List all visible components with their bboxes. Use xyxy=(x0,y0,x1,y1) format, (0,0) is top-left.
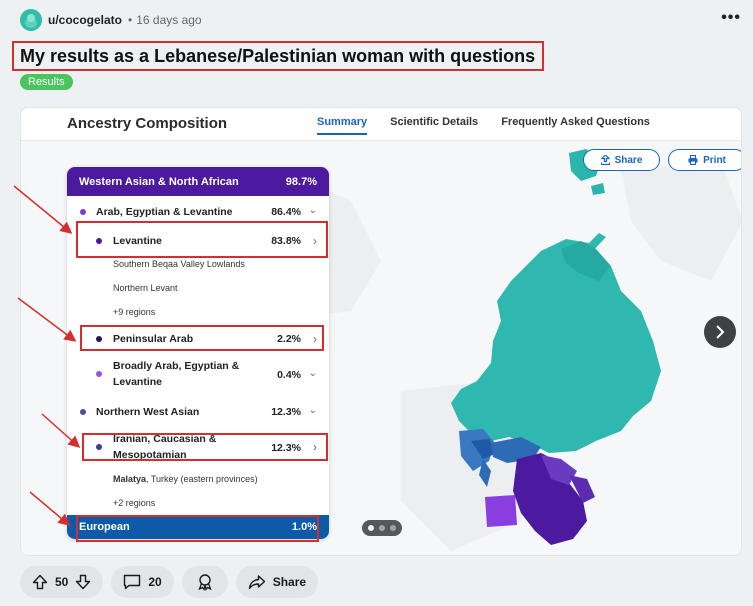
comment-icon xyxy=(124,574,141,590)
ellipsis-icon[interactable]: ••• xyxy=(721,9,741,26)
printer-icon xyxy=(688,155,698,165)
carousel-dots[interactable] xyxy=(362,520,402,536)
ancestry-breakdown-panel: Western Asian & North African 98.7% Arab… xyxy=(67,167,329,539)
region-label: European xyxy=(79,521,130,533)
vote-count: 50 xyxy=(55,575,69,589)
avatar[interactable] xyxy=(20,9,42,31)
sub-region-rest: , Turkey (eastern provinces) xyxy=(146,474,258,484)
bullet-dot xyxy=(80,409,86,415)
region-pct: 12.3% xyxy=(271,406,301,418)
upvote-icon[interactable] xyxy=(32,574,48,590)
meta-separator: • xyxy=(128,13,133,27)
tab-faq[interactable]: Frequently Asked Questions xyxy=(501,116,650,128)
region-pct: 12.3% xyxy=(271,442,301,454)
arrow-icon xyxy=(13,185,73,234)
region-pct: 98.7% xyxy=(285,175,317,188)
downvote-icon[interactable] xyxy=(75,574,91,590)
european-row[interactable]: European 1.0% xyxy=(67,515,329,539)
region-label: Broadly Arab, Egyptian & xyxy=(113,360,240,372)
carousel-dot[interactable] xyxy=(390,525,396,531)
tab-divider xyxy=(21,140,741,141)
ancestry-row[interactable]: Iranian, Caucasian & Mesopotamian 12.3% … xyxy=(67,433,329,465)
post-header: u/cocogelato • 16 days ago xyxy=(20,8,202,32)
post-action-bar: 50 20 Share xyxy=(20,566,319,598)
flair-badge[interactable]: Results xyxy=(20,74,73,90)
post-title[interactable]: My results as a Lebanese/Palestinian wom… xyxy=(20,45,536,66)
chevron-right-icon: › xyxy=(313,234,317,248)
post-image[interactable]: Ancestry Composition Summary Scientific … xyxy=(20,107,742,556)
arrow-icon xyxy=(41,413,81,448)
comment-count: 20 xyxy=(148,575,162,589)
region-pct: 83.8% xyxy=(271,235,301,247)
share-button[interactable]: Share xyxy=(235,566,319,598)
bullet-dot xyxy=(96,371,102,377)
region-pct: 0.4% xyxy=(277,369,301,381)
annotation-box-levantine xyxy=(76,221,328,258)
panel-header-row[interactable]: Western Asian & North African 98.7% xyxy=(67,167,329,196)
arrow-icon xyxy=(17,297,77,342)
ancestry-row[interactable]: Northern West Asian 12.3% ⌄ xyxy=(67,405,329,421)
region-label: Iranian, Caucasian & xyxy=(113,433,217,445)
share-label: Share xyxy=(272,575,307,589)
share-arrow-icon xyxy=(248,575,265,590)
bullet-dot xyxy=(96,444,102,450)
annotation-box-iranian xyxy=(82,433,328,461)
ancestry-row[interactable]: Peninsular Arab 2.2% › xyxy=(67,332,329,348)
chevron-down-icon: ⌄ xyxy=(308,205,317,216)
upload-icon xyxy=(600,155,610,165)
carousel-dot[interactable] xyxy=(379,525,385,531)
annotation-box-peninsular xyxy=(80,325,324,351)
bullet-dot xyxy=(80,209,86,215)
chevron-down-icon: ⌄ xyxy=(308,368,317,379)
region-label: Peninsular Arab xyxy=(113,333,194,345)
tab-scientific-details[interactable]: Scientific Details xyxy=(390,116,479,128)
region-label: Western Asian & North African xyxy=(79,175,239,188)
post-title-annotation: My results as a Lebanese/Palestinian wom… xyxy=(12,41,544,71)
region-pct: 1.0% xyxy=(291,521,317,533)
chevron-right-icon: › xyxy=(313,440,317,454)
region-label: Levantine xyxy=(113,235,163,247)
bullet-dot xyxy=(96,336,102,342)
app-title: Ancestry Composition xyxy=(67,115,228,132)
ancestry-row[interactable]: Levantine 83.8% › xyxy=(67,234,329,250)
print-label: Print xyxy=(703,154,726,166)
sub-region-label: Southern Beqaa Valley Lowlands xyxy=(113,259,245,269)
comments-button[interactable]: 20 xyxy=(111,566,174,598)
print-button[interactable]: Print xyxy=(668,149,741,171)
award-icon xyxy=(198,574,212,591)
vote-group: 50 xyxy=(20,566,104,598)
arrow-icon xyxy=(29,491,71,526)
sub-region-bold: Malatya xyxy=(113,474,147,484)
tab-summary[interactable]: Summary xyxy=(317,116,368,135)
ancestry-row[interactable]: Arab, Egyptian & Levantine 86.4% ⌄ xyxy=(67,205,329,221)
bullet-dot xyxy=(96,238,102,244)
share-report-button[interactable]: Share xyxy=(583,149,660,171)
region-pct: 86.4% xyxy=(271,206,301,218)
region-pct: 2.2% xyxy=(277,333,301,345)
share-report-label: Share xyxy=(614,154,643,166)
chevron-down-icon: ⌄ xyxy=(308,405,317,416)
region-label-line2: Levantine xyxy=(113,376,163,388)
sub-region-label: Malatya, Turkey (eastern provinces) xyxy=(113,474,258,484)
award-button[interactable] xyxy=(181,566,228,598)
carousel-next-button[interactable] xyxy=(704,316,736,348)
carousel-dot[interactable] xyxy=(368,525,374,531)
more-regions-link[interactable]: +9 regions xyxy=(113,307,156,317)
snoo-avatar-icon xyxy=(20,9,42,31)
chevron-right-icon: › xyxy=(313,332,317,346)
region-label: Northern West Asian xyxy=(96,406,200,418)
more-regions-link[interactable]: +2 regions xyxy=(113,498,156,508)
post-author[interactable]: u/cocogelato xyxy=(48,13,123,27)
region-label: Arab, Egyptian & Levantine xyxy=(96,206,233,218)
app-tabs: Summary Scientific Details Frequently As… xyxy=(317,116,650,135)
annotation-box-european xyxy=(76,515,319,542)
ancestry-row[interactable]: Broadly Arab, Egyptian & Levantine 0.4% … xyxy=(67,360,329,392)
sub-region-label: Northern Levant xyxy=(113,283,178,293)
chevron-right-icon xyxy=(716,325,725,339)
region-label-line2: Mesopotamian xyxy=(113,449,187,461)
post-timestamp: 16 days ago xyxy=(136,13,202,27)
